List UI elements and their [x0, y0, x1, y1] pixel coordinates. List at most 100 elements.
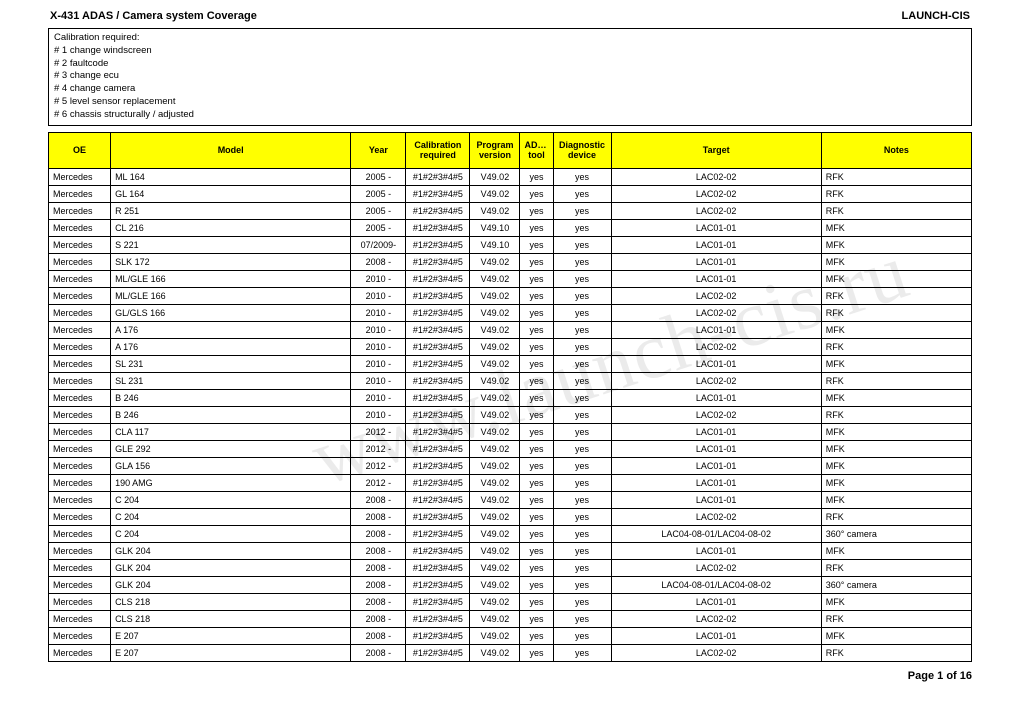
table-cell: yes: [553, 389, 611, 406]
table-cell: yes: [553, 304, 611, 321]
table-cell: Mercedes: [49, 525, 111, 542]
table-cell: CL 216: [111, 219, 351, 236]
table-cell: 2005 -: [351, 168, 406, 185]
calibration-item: # 6 chassis structurally / adjusted: [54, 109, 966, 122]
table-cell: yes: [520, 542, 553, 559]
table-cell: MFK: [821, 491, 971, 508]
column-header: ADAS tool: [520, 132, 553, 168]
table-cell: V49.02: [470, 270, 520, 287]
table-cell: V49.02: [470, 202, 520, 219]
table-cell: Mercedes: [49, 287, 111, 304]
table-cell: yes: [520, 644, 553, 661]
table-cell: 2008 -: [351, 491, 406, 508]
table-cell: MFK: [821, 423, 971, 440]
table-row: MercedesML 1642005 -#1#2#3#4#5V49.02yesy…: [49, 168, 972, 185]
table-cell: C 204: [111, 508, 351, 525]
table-cell: V49.02: [470, 321, 520, 338]
table-cell: LAC04-08-01/LAC04-08-02: [611, 525, 821, 542]
table-cell: MFK: [821, 474, 971, 491]
table-cell: LAC02-02: [611, 185, 821, 202]
table-cell: V49.02: [470, 576, 520, 593]
table-cell: yes: [553, 287, 611, 304]
table-cell: yes: [520, 423, 553, 440]
table-row: MercedesCLS 2182008 -#1#2#3#4#5V49.02yes…: [49, 610, 972, 627]
table-cell: yes: [553, 542, 611, 559]
table-cell: V49.02: [470, 338, 520, 355]
page-header: X-431 ADAS / Camera system Coverage LAUN…: [48, 10, 972, 22]
table-cell: Mercedes: [49, 644, 111, 661]
table-cell: yes: [520, 287, 553, 304]
table-cell: yes: [553, 644, 611, 661]
table-cell: 2008 -: [351, 508, 406, 525]
table-cell: yes: [520, 168, 553, 185]
table-cell: MFK: [821, 253, 971, 270]
table-cell: 2012 -: [351, 440, 406, 457]
table-cell: yes: [553, 270, 611, 287]
table-cell: 2008 -: [351, 525, 406, 542]
table-cell: RFK: [821, 610, 971, 627]
table-cell: LAC02-02: [611, 559, 821, 576]
table-cell: 2010 -: [351, 287, 406, 304]
table-row: MercedesE 2072008 -#1#2#3#4#5V49.02yesye…: [49, 644, 972, 661]
calibration-item: # 2 faultcode: [54, 58, 966, 71]
table-row: MercedesCLA 1172012 -#1#2#3#4#5V49.02yes…: [49, 423, 972, 440]
table-cell: LAC02-02: [611, 372, 821, 389]
table-cell: LAC01-01: [611, 219, 821, 236]
table-cell: LAC02-02: [611, 508, 821, 525]
table-cell: ML/GLE 166: [111, 287, 351, 304]
table-cell: V49.02: [470, 287, 520, 304]
table-cell: 2008 -: [351, 644, 406, 661]
brand-label: LAUNCH-CIS: [902, 10, 970, 22]
table-cell: yes: [520, 491, 553, 508]
table-cell: V49.02: [470, 610, 520, 627]
table-cell: #1#2#3#4#5: [406, 491, 470, 508]
table-cell: V49.02: [470, 185, 520, 202]
table-cell: RFK: [821, 168, 971, 185]
table-cell: 2005 -: [351, 185, 406, 202]
table-cell: MFK: [821, 219, 971, 236]
table-cell: LAC02-02: [611, 202, 821, 219]
table-cell: GLK 204: [111, 559, 351, 576]
table-cell: V49.02: [470, 389, 520, 406]
table-cell: RFK: [821, 508, 971, 525]
table-cell: B 246: [111, 406, 351, 423]
table-cell: RFK: [821, 559, 971, 576]
table-cell: LAC02-02: [611, 644, 821, 661]
table-cell: yes: [553, 372, 611, 389]
table-cell: RFK: [821, 287, 971, 304]
table-cell: yes: [520, 270, 553, 287]
table-cell: #1#2#3#4#5: [406, 219, 470, 236]
table-cell: #1#2#3#4#5: [406, 593, 470, 610]
table-cell: V49.02: [470, 508, 520, 525]
table-cell: 190 AMG: [111, 474, 351, 491]
table-cell: Mercedes: [49, 338, 111, 355]
table-cell: #1#2#3#4#5: [406, 406, 470, 423]
table-cell: yes: [520, 372, 553, 389]
table-row: MercedesA 1762010 -#1#2#3#4#5V49.02yesye…: [49, 338, 972, 355]
table-cell: yes: [553, 576, 611, 593]
table-cell: Mercedes: [49, 389, 111, 406]
table-cell: #1#2#3#4#5: [406, 168, 470, 185]
table-cell: V49.02: [470, 491, 520, 508]
table-row: MercedesC 2042008 -#1#2#3#4#5V49.02yesye…: [49, 508, 972, 525]
table-cell: LAC01-01: [611, 423, 821, 440]
table-cell: GL/GLS 166: [111, 304, 351, 321]
table-row: MercedesS 22107/2009-#1#2#3#4#5V49.10yes…: [49, 236, 972, 253]
table-cell: LAC02-02: [611, 338, 821, 355]
table-cell: 2010 -: [351, 372, 406, 389]
table-cell: MFK: [821, 542, 971, 559]
table-cell: yes: [520, 338, 553, 355]
table-cell: 2005 -: [351, 202, 406, 219]
table-cell: SL 231: [111, 372, 351, 389]
table-cell: V49.02: [470, 644, 520, 661]
table-cell: yes: [520, 508, 553, 525]
table-cell: V49.02: [470, 355, 520, 372]
table-cell: yes: [553, 406, 611, 423]
table-cell: LAC01-01: [611, 440, 821, 457]
table-row: MercedesC 2042008 -#1#2#3#4#5V49.02yesye…: [49, 525, 972, 542]
table-row: MercedesE 2072008 -#1#2#3#4#5V49.02yesye…: [49, 627, 972, 644]
table-cell: MFK: [821, 236, 971, 253]
table-cell: yes: [520, 321, 553, 338]
table-cell: #1#2#3#4#5: [406, 389, 470, 406]
table-cell: V49.10: [470, 236, 520, 253]
